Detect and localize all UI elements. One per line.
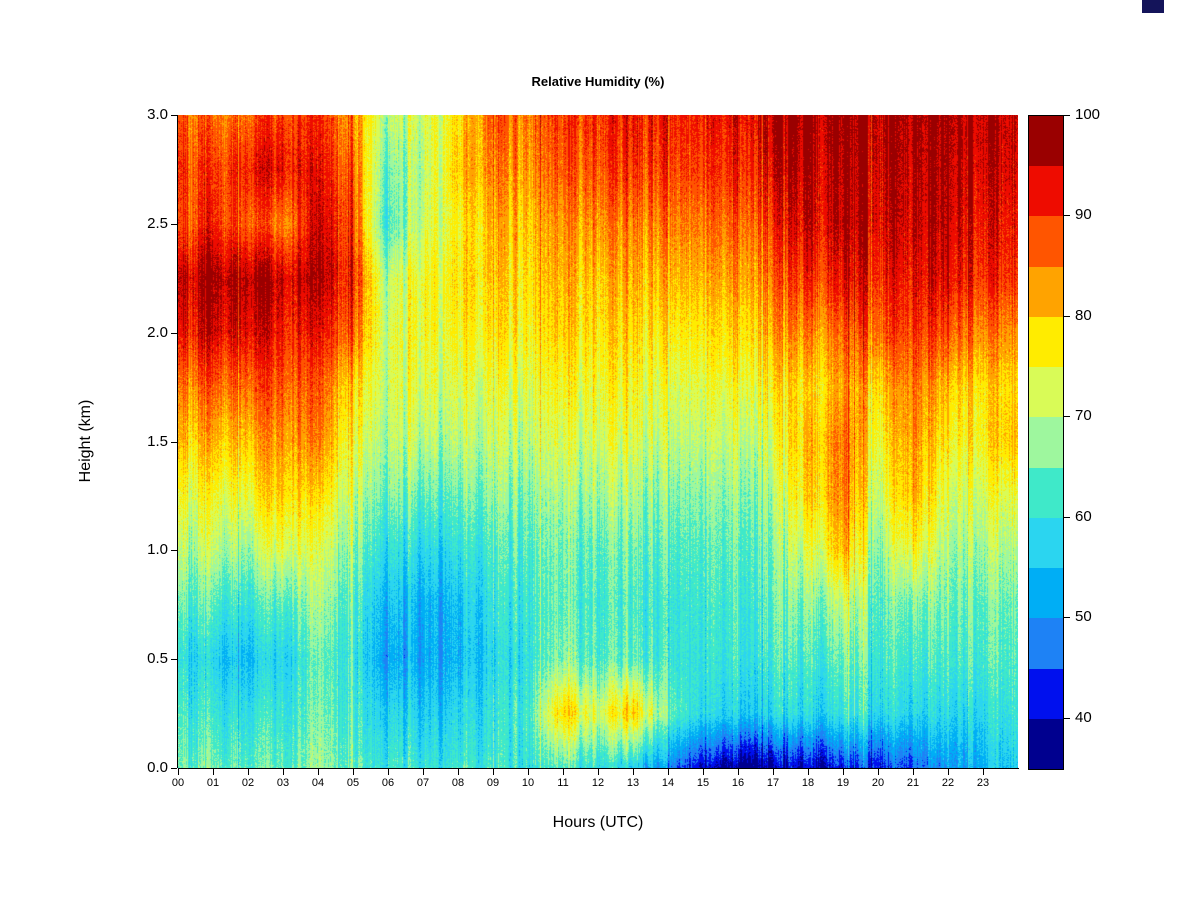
corner-artifact — [1142, 0, 1164, 13]
x-tick-label: 00 — [171, 777, 185, 789]
y-tick-mark — [171, 768, 177, 769]
y-tick-label: 3.0 — [147, 106, 168, 123]
x-tick-mark — [353, 769, 354, 775]
x-tick-mark — [318, 769, 319, 775]
colorbar-tick-label: 90 — [1075, 206, 1092, 224]
x-tick-mark — [633, 769, 634, 775]
colorbar-band — [1029, 517, 1063, 569]
y-tick-mark — [171, 441, 177, 443]
x-tick-label: 15 — [696, 777, 710, 789]
x-tick-mark — [983, 769, 984, 775]
colorbar-band — [1029, 467, 1063, 518]
x-axis-line — [178, 768, 1019, 769]
colorbar-band — [1029, 316, 1063, 368]
colorbar-band — [1029, 618, 1063, 669]
x-tick-label: 19 — [836, 777, 850, 789]
x-tick-label: 11 — [557, 777, 569, 789]
x-tick-label: 07 — [416, 777, 430, 789]
x-tick-label: 22 — [941, 777, 955, 789]
y-tick-label: 0.0 — [147, 759, 168, 776]
x-tick-mark — [388, 769, 389, 775]
colorbar-tick-mark — [1064, 617, 1070, 619]
colorbar-band — [1029, 718, 1063, 770]
x-tick-label: 09 — [486, 777, 500, 789]
x-tick-mark — [948, 769, 949, 775]
x-tick-mark — [878, 769, 879, 775]
colorbar-tick-mark — [1064, 315, 1070, 317]
x-tick-label: 12 — [591, 777, 605, 789]
x-tick-label: 16 — [731, 777, 745, 789]
colorbar-band — [1029, 417, 1063, 468]
x-tick-mark — [528, 769, 529, 775]
colorbar-tick-label: 60 — [1075, 507, 1092, 525]
x-tick-label: 21 — [906, 777, 920, 789]
x-tick-mark — [178, 769, 179, 775]
x-tick-label: 13 — [626, 777, 640, 789]
x-tick-label: 02 — [241, 777, 255, 789]
colorbar-tick-mark — [1064, 516, 1070, 518]
x-tick-label: 01 — [206, 777, 220, 789]
x-tick-label: 03 — [276, 777, 290, 789]
x-tick-label: 05 — [346, 777, 360, 789]
x-tick-label: 10 — [521, 777, 535, 789]
y-tick-mark — [171, 223, 177, 225]
heatmap-canvas — [178, 115, 1018, 768]
y-tick-mark — [171, 115, 177, 116]
x-tick-mark — [913, 769, 914, 775]
x-tick-label: 06 — [381, 777, 395, 789]
y-axis-line — [177, 115, 178, 768]
x-tick-mark — [563, 769, 564, 775]
chart-title: Relative Humidity (%) — [531, 74, 665, 89]
x-tick-label: 20 — [871, 777, 885, 789]
y-tick-label: 1.0 — [147, 541, 168, 559]
y-tick-label: 0.5 — [147, 650, 168, 668]
x-tick-label: 23 — [976, 777, 990, 789]
x-tick-mark — [598, 769, 599, 775]
x-tick-mark — [808, 769, 809, 775]
colorbar-tick-label: 70 — [1075, 407, 1092, 425]
colorbar-band — [1029, 216, 1063, 267]
colorbar-band — [1029, 367, 1063, 418]
x-tick-mark — [738, 769, 739, 775]
colorbar-band — [1029, 668, 1063, 719]
x-tick-mark — [458, 769, 459, 775]
y-tick-label: 2.5 — [147, 214, 168, 232]
x-tick-mark — [423, 769, 424, 775]
y-tick-mark — [171, 550, 177, 552]
x-tick-label: 17 — [766, 777, 780, 789]
y-tick-mark — [171, 659, 177, 661]
colorbar-tick-label: 80 — [1075, 306, 1092, 324]
colorbar-tick-mark — [1064, 215, 1070, 217]
x-axis-label: Hours (UTC) — [552, 814, 644, 831]
colorbar-band — [1029, 266, 1063, 317]
colorbar-tick-label: 50 — [1075, 608, 1092, 626]
colorbar-band — [1029, 568, 1063, 619]
colorbar-tick-mark — [1064, 717, 1070, 719]
x-tick-mark — [493, 769, 494, 775]
x-tick-mark — [283, 769, 284, 775]
y-tick-mark — [171, 332, 177, 334]
x-tick-label: 04 — [311, 777, 325, 789]
colorbar-tick-mark — [1064, 115, 1070, 116]
y-tick-label: 1.5 — [147, 432, 168, 450]
x-tick-mark — [773, 769, 774, 775]
x-tick-label: 18 — [801, 777, 815, 789]
y-tick-label: 2.0 — [147, 323, 168, 341]
colorbar-tick-label: 40 — [1075, 708, 1092, 726]
x-tick-mark — [843, 769, 844, 775]
colorbar-band — [1029, 116, 1063, 167]
x-tick-label: 14 — [661, 777, 675, 789]
x-tick-mark — [703, 769, 704, 775]
x-tick-mark — [248, 769, 249, 775]
x-tick-mark — [668, 769, 669, 775]
colorbar-band — [1029, 166, 1063, 217]
y-axis-label: Height (km) — [77, 399, 94, 483]
colorbar-tick-label: 100 — [1075, 106, 1101, 123]
colorbar — [1028, 115, 1064, 770]
x-tick-mark — [213, 769, 214, 775]
x-tick-label: 08 — [451, 777, 465, 789]
colorbar-tick-mark — [1064, 416, 1070, 418]
